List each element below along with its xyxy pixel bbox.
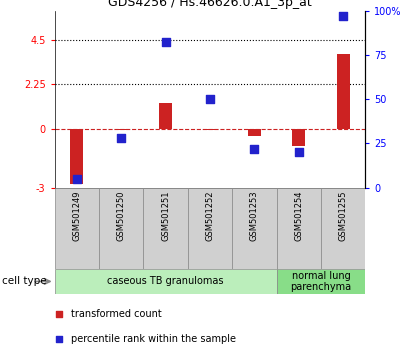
Point: [340, 13, 346, 19]
Text: GSM501250: GSM501250: [117, 190, 126, 241]
Text: normal lung
parenchyma: normal lung parenchyma: [291, 270, 352, 292]
Point: [207, 96, 213, 102]
Bar: [99, 188, 143, 269]
Title: GDS4256 / Hs.46626.0.A1_3p_at: GDS4256 / Hs.46626.0.A1_3p_at: [108, 0, 312, 10]
Text: GSM501255: GSM501255: [339, 190, 348, 241]
Bar: [321, 188, 365, 269]
Bar: [336, 54, 350, 129]
Text: GSM501253: GSM501253: [250, 190, 259, 241]
Bar: [55, 269, 277, 294]
Text: percentile rank within the sample: percentile rank within the sample: [71, 334, 236, 344]
Text: GSM501251: GSM501251: [161, 190, 170, 241]
Bar: [115, 129, 128, 130]
Bar: [292, 129, 305, 146]
Text: cell type: cell type: [2, 276, 47, 286]
Bar: [277, 188, 321, 269]
Text: GSM501249: GSM501249: [72, 190, 81, 241]
Point: [118, 135, 125, 141]
Bar: [55, 188, 99, 269]
Bar: [70, 129, 84, 184]
Bar: [203, 129, 217, 130]
Text: GSM501252: GSM501252: [205, 190, 215, 241]
Text: caseous TB granulomas: caseous TB granulomas: [108, 276, 224, 286]
Point: [55, 312, 62, 317]
Point: [251, 146, 258, 152]
Point: [295, 149, 302, 155]
Text: GSM501254: GSM501254: [294, 190, 303, 241]
Bar: [188, 188, 232, 269]
Point: [162, 40, 169, 45]
Bar: [143, 188, 188, 269]
Text: transformed count: transformed count: [71, 309, 162, 319]
Bar: [159, 103, 172, 129]
Bar: [248, 129, 261, 136]
Bar: [277, 269, 365, 294]
Point: [55, 336, 62, 342]
Bar: [232, 188, 277, 269]
Point: [74, 176, 80, 182]
